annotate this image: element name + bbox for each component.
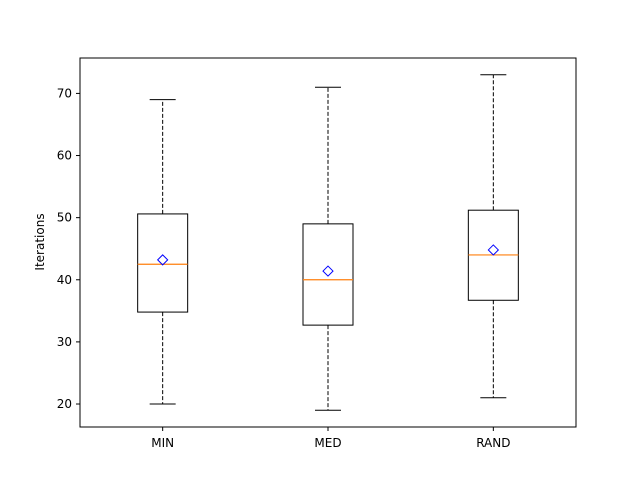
box-group-med [302,86,354,411]
mean-marker [487,244,500,256]
x-axis: MIN MED RAND [151,427,510,450]
y-tick-label: 40 [57,273,72,287]
box-group-min [137,99,189,405]
y-tick-label: 20 [57,397,72,411]
box-iqr [137,213,189,313]
y-axis: 20 30 40 50 60 70 [57,86,80,411]
x-tick-label: RAND [476,436,510,450]
box-group-rand [467,74,519,399]
x-tick-label: MED [314,436,341,450]
x-tick-label: MIN [151,436,174,450]
y-tick-label: 30 [57,335,72,349]
box-iqr [302,223,354,326]
y-axis-label: Iterations [33,213,47,270]
y-tick-label: 60 [57,149,72,163]
mean-marker [322,265,334,277]
box-series [137,74,519,411]
mean-marker [156,254,169,266]
y-tick-label: 70 [57,86,72,100]
y-tick-label: 50 [57,211,72,225]
